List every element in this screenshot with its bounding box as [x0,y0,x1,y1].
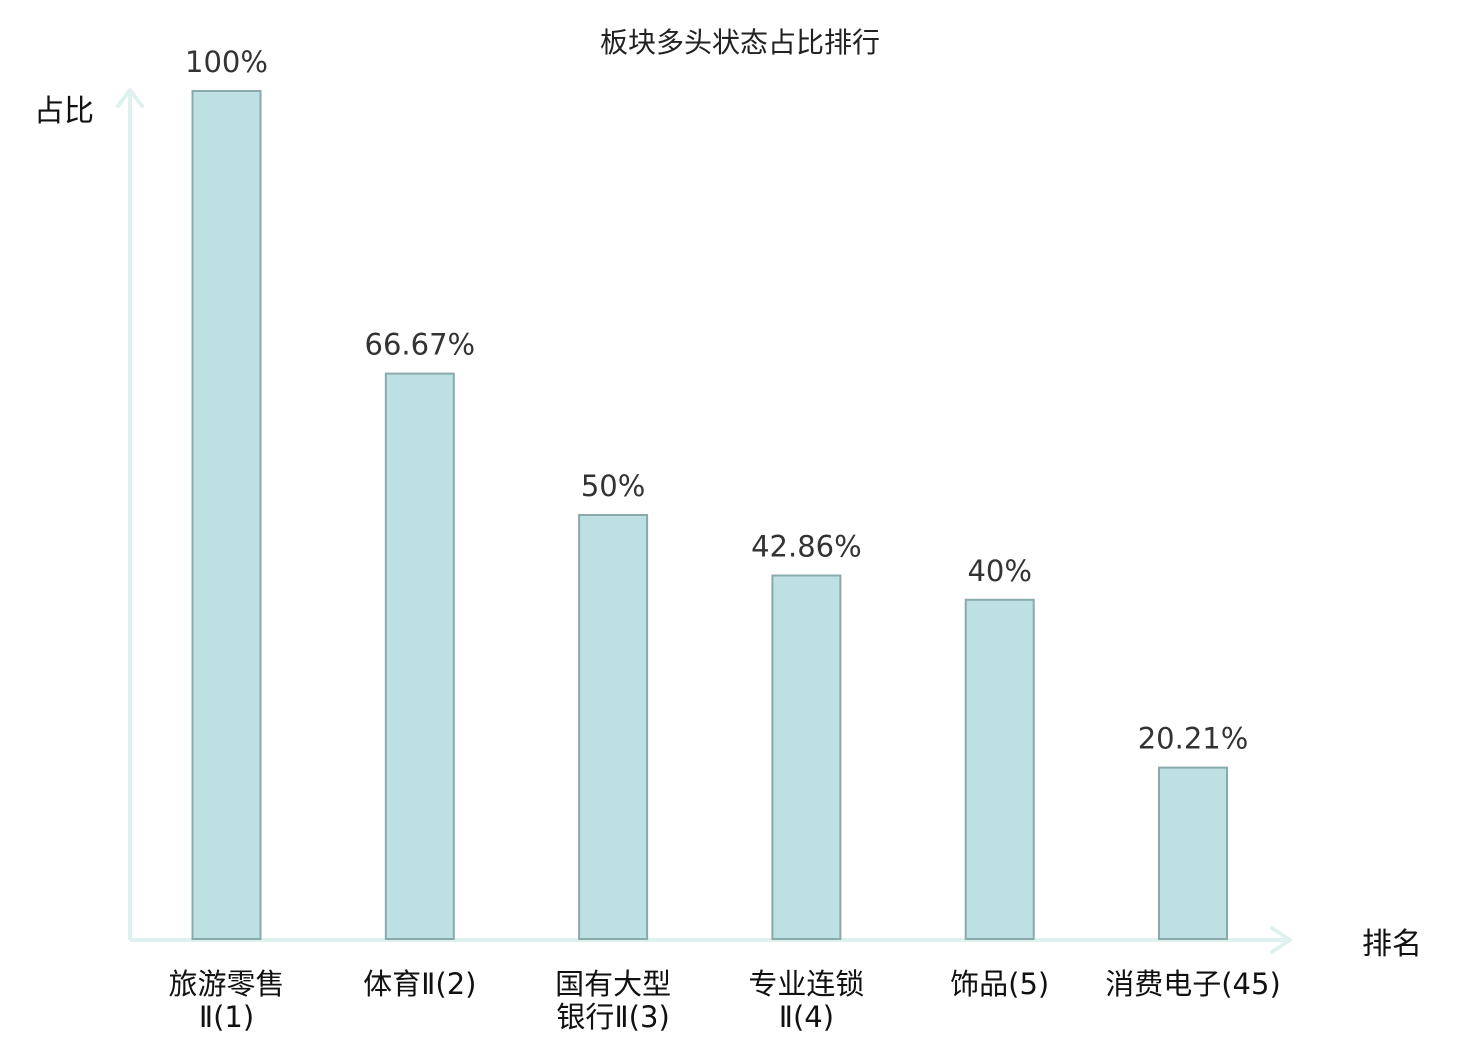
bar-4 [964,598,1035,940]
value-label-4: 40% [967,554,1031,588]
category-label-4-line-0: 饰品(5) [950,967,1049,1001]
category-label-2-line-1: 银行Ⅱ(3) [556,1000,669,1034]
y-axis [116,88,144,940]
bar-1 [384,372,455,941]
x-axis [130,926,1292,954]
x-axis-label: 排名 [1362,927,1422,962]
bar-0 [191,90,262,940]
y-axis-label: 占比 [34,94,94,129]
chart-title: 板块多头状态占比排行 [600,26,880,59]
category-label-2-line-0: 国有大型 [555,967,671,1001]
category-label-3-line-0: 专业连锁 [748,967,864,1001]
category-label-3-line-1: Ⅱ(4) [779,1000,834,1034]
value-label-0: 100% [185,45,268,79]
bar-5 [1158,766,1228,940]
value-label-1: 66.67% [365,328,476,362]
category-label-1-line-0: 体育Ⅱ(2) [363,967,476,1001]
value-label-5: 20.21% [1138,722,1249,756]
bar-3 [771,574,842,940]
category-label-5-line-0: 消费电子(45) [1105,967,1281,1001]
value-label-2: 50% [581,469,645,503]
category-label-0-line-0: 旅游零售 [168,967,284,1001]
category-label-0-line-1: Ⅱ(1) [199,1000,254,1034]
bars-group [191,90,1228,941]
value-label-3: 42.86% [751,530,862,564]
value-labels-group: 100% 66.67% 50% 42.86% 40% 20.21% [185,45,1248,756]
bar-2 [578,514,649,940]
